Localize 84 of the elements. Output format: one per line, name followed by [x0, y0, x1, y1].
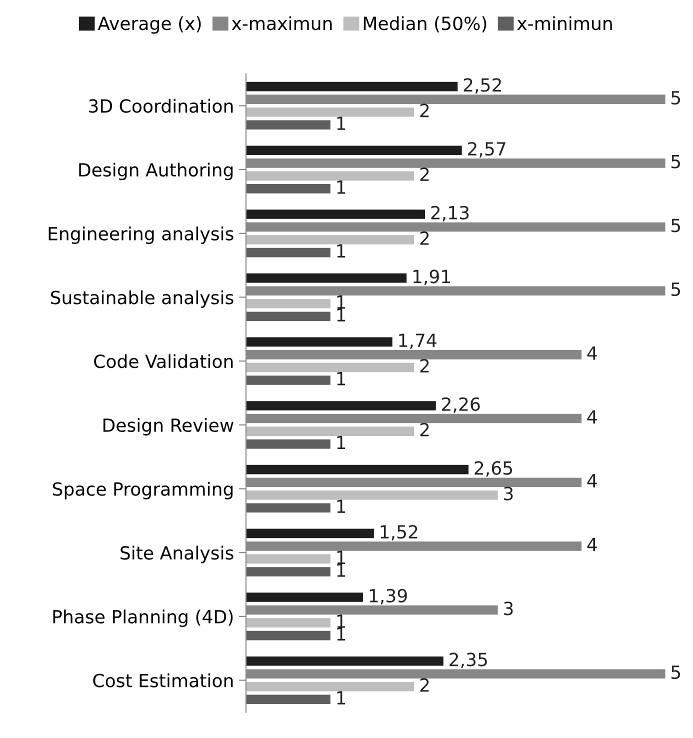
data-label: 1 — [337, 308, 346, 322]
bar — [246, 184, 330, 194]
data-label: 1 — [337, 500, 346, 513]
bar — [246, 337, 392, 347]
bar — [246, 694, 330, 704]
data-label: 2 — [420, 678, 429, 692]
data-label: 1 — [337, 614, 346, 628]
data-label: 1 — [337, 550, 346, 564]
y-tick-label: Code Validation — [94, 354, 233, 368]
data-label: 4 — [587, 346, 597, 360]
data-label: 1,91 — [413, 270, 450, 286]
data-label: 2,52 — [464, 78, 501, 94]
bar — [246, 273, 407, 283]
y-tick-label: Sustainable analysis — [50, 290, 234, 308]
data-label: 5 — [672, 282, 680, 296]
bar — [246, 120, 330, 130]
data-label: 1 — [337, 372, 346, 386]
bar — [246, 592, 364, 602]
y-tick-label: Design Authoring — [79, 162, 233, 180]
bar — [246, 312, 330, 322]
y-tick-label: 3D Coordination — [89, 98, 233, 113]
data-label: 5 — [672, 91, 680, 105]
bar — [246, 426, 414, 436]
data-label: 5 — [672, 154, 680, 168]
bar — [246, 503, 330, 513]
data-label: 2,65 — [474, 461, 512, 477]
data-label: 2,57 — [468, 142, 506, 158]
bar — [246, 362, 414, 372]
data-label: 2 — [420, 168, 429, 181]
data-label: 1,74 — [399, 334, 436, 349]
legend-label: Average (x) — [98, 16, 201, 34]
y-tick-label: Cost Estimation — [93, 673, 233, 688]
y-tick-label: Site Analysis — [120, 546, 234, 564]
bar — [246, 528, 374, 538]
bar — [246, 682, 414, 692]
data-label: 3 — [504, 486, 513, 500]
data-label: 1 — [337, 244, 346, 258]
bar — [246, 82, 458, 92]
bar — [246, 376, 330, 385]
bar — [246, 439, 330, 449]
data-label: 1 — [337, 627, 346, 641]
bar — [246, 235, 414, 244]
data-label: 2,26 — [442, 397, 480, 413]
y-tick-label: Design Review — [103, 418, 234, 436]
data-label: 2,13 — [431, 206, 469, 222]
data-label: 1 — [337, 116, 346, 130]
data-label: 4 — [587, 410, 597, 424]
data-label: 1,39 — [370, 588, 407, 604]
bar — [246, 248, 330, 258]
bar — [246, 618, 330, 628]
data-label: 1 — [337, 180, 346, 194]
data-label: 3 — [504, 602, 513, 616]
bar — [246, 464, 469, 474]
bar — [246, 298, 330, 308]
y-tick-label: Phase Planning (4D) — [53, 610, 233, 628]
bar — [246, 656, 444, 666]
y-tick-label: Space Programming — [52, 482, 233, 500]
bar — [246, 146, 462, 156]
data-label: 1 — [337, 691, 346, 704]
legend-label: x-maximun — [232, 16, 332, 30]
data-label: 1 — [337, 295, 346, 309]
legend-label: x-minimun — [517, 16, 612, 30]
data-label: 1 — [337, 564, 346, 577]
bar — [246, 490, 498, 500]
data-label: 2 — [420, 359, 429, 372]
data-label: 5 — [672, 218, 680, 232]
data-label: 5 — [672, 666, 680, 680]
y-tick-label: Engineering analysis — [48, 226, 234, 244]
data-label: 4 — [587, 538, 597, 552]
data-label: 2 — [420, 104, 429, 118]
bar — [246, 630, 330, 640]
bar — [246, 554, 330, 564]
bar — [246, 401, 436, 410]
bar — [246, 567, 330, 576]
legend-label: Median (50%) — [364, 16, 486, 32]
data-label: 1 — [337, 436, 346, 450]
bar — [246, 171, 414, 181]
data-label: 4 — [587, 474, 597, 488]
data-label: 2 — [420, 231, 429, 245]
bar — [246, 210, 426, 219]
data-label: 1,52 — [380, 525, 418, 541]
data-label: 2 — [420, 422, 429, 436]
data-label: 2,35 — [450, 652, 487, 668]
bar — [246, 107, 414, 117]
